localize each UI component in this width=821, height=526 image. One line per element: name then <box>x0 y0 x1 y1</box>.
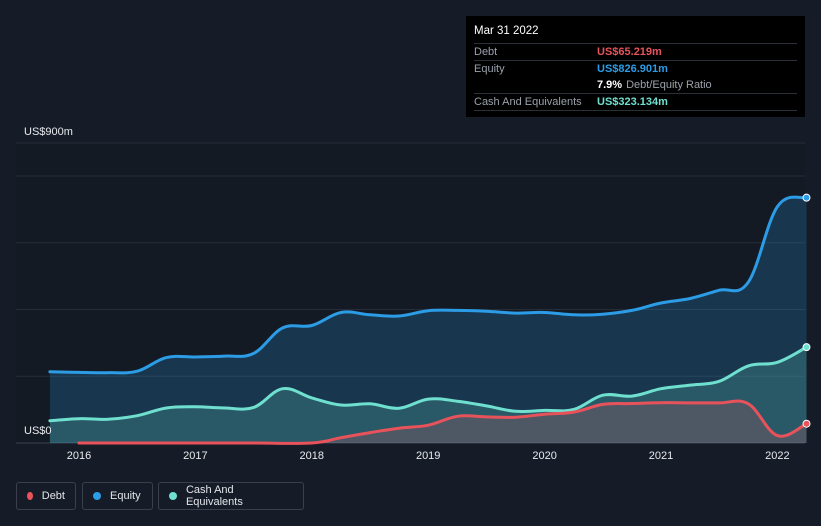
legend-item-debt[interactable]: Debt <box>16 482 76 510</box>
x-tick-label: 2021 <box>648 450 674 462</box>
endpoint-equity <box>802 193 811 202</box>
tooltip-value: US$826.901m <box>597 63 668 75</box>
line-cash-and-equivalents <box>48 345 808 423</box>
data-tooltip: Mar 31 2022 Debt US$65.219m Equity US$82… <box>466 16 805 117</box>
tooltip-date: Mar 31 2022 <box>474 25 539 37</box>
tooltip-value: 7.9% <box>597 79 623 91</box>
tooltip-label: Equity <box>474 63 505 75</box>
series-endpoints <box>802 193 811 428</box>
series-areas <box>49 197 807 444</box>
x-tick-label: 2016 <box>66 450 92 462</box>
legend-label: Debt <box>41 490 65 502</box>
x-tick-label: 2017 <box>183 450 208 462</box>
x-tick-label: 2019 <box>415 450 441 462</box>
area-debt <box>79 401 807 444</box>
gridlines <box>16 142 805 444</box>
line-debt <box>77 399 808 445</box>
plot-background <box>16 143 805 443</box>
tooltip-value: US$323.134m <box>597 96 668 108</box>
tooltip-ratio-suffix: Debt/Equity Ratio <box>626 79 712 91</box>
tooltip-value: US$65.219m <box>597 46 662 58</box>
x-tick-label: 2022 <box>765 450 790 462</box>
tooltip-row-equity: Equity US$826.901m <box>474 60 797 77</box>
legend-item-equity[interactable]: Equity <box>82 482 153 510</box>
y-tick-label-min: US$0 <box>24 425 52 437</box>
legend-item-cash[interactable]: Cash And Equivalents <box>158 482 304 510</box>
tooltip-row-debt: Debt US$65.219m <box>474 43 797 60</box>
endpoint-debt <box>802 419 811 428</box>
tooltip-label <box>474 77 597 93</box>
area-cash-and-equivalents <box>49 347 807 443</box>
endpoint-cash-and-equivalents <box>802 343 811 352</box>
tooltip-row-cash: Cash And Equivalents US$323.134m <box>474 93 797 111</box>
line-equity <box>48 195 808 375</box>
x-tick-label: 2018 <box>299 450 325 462</box>
tooltip-label: Debt <box>474 46 498 58</box>
x-tick-label: 2020 <box>532 450 557 462</box>
legend-dot-icon <box>169 492 177 500</box>
legend-label: Equity <box>110 490 141 502</box>
series-lines <box>48 195 808 445</box>
legend-dot-icon <box>27 492 33 500</box>
tooltip-label: Cash And Equivalents <box>474 96 582 108</box>
y-tick-label-max: US$900m <box>24 126 73 138</box>
legend-label: Cash And Equivalents <box>185 484 243 508</box>
tooltip-row-ratio: 7.9% Debt/Equity Ratio <box>474 77 797 93</box>
area-equity <box>49 197 807 443</box>
legend-dot-icon <box>93 492 101 500</box>
